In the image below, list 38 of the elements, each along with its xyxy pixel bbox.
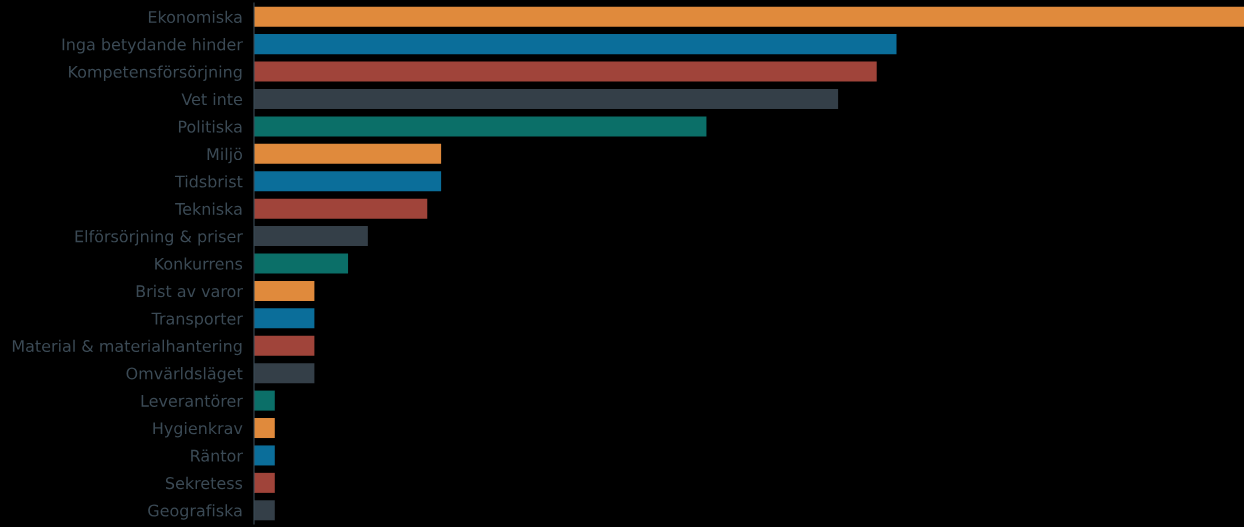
y-tick-label: Kompetensförsörjning: [69, 65, 242, 81]
y-tick-label: Elförsörjning & priser: [75, 230, 243, 246]
bar: [254, 363, 315, 384]
bar: [254, 390, 275, 411]
bar: [254, 88, 839, 109]
y-tick-label: Ekonomiska: [148, 10, 242, 24]
bar: [254, 280, 315, 301]
bar: [254, 500, 275, 521]
y-tick-label: Inga betydande hinder: [62, 38, 243, 54]
y-tick-label: Material & materialhantering: [12, 339, 242, 356]
y-tick-label: Miljö: [207, 147, 243, 164]
bar: [254, 472, 275, 493]
bar: [254, 6, 1244, 27]
y-tick-label: Räntor: [191, 449, 243, 462]
y-tick-label: Omvärldsläget: [126, 367, 243, 383]
y-tick-label: Tekniska: [175, 202, 242, 215]
y-tick-label: Politiska: [178, 120, 242, 133]
bar: [254, 445, 275, 466]
bar: [254, 198, 428, 219]
y-tick-label: Sekretess: [165, 476, 243, 490]
y-tick-label: Leverantörer: [141, 394, 243, 407]
y-tick-label: Brist av varor: [136, 284, 243, 298]
bar: [254, 226, 368, 247]
y-tick-label: Tidsbrist: [174, 175, 243, 188]
bar: [254, 116, 707, 137]
bar: [254, 34, 897, 55]
bar: [254, 308, 315, 329]
y-tick-label: Vet inte: [181, 92, 243, 106]
bar: [254, 143, 442, 164]
bar: [254, 418, 275, 439]
y-tick-label: Konkurrens: [155, 257, 243, 270]
y-tick-label: Geografiska: [148, 504, 242, 520]
y-tick-label: Hygienkrav: [153, 421, 243, 438]
bar: [254, 335, 315, 356]
y-tick-label: Transporter: [151, 312, 243, 328]
bar: [254, 253, 349, 274]
bar: [254, 61, 877, 82]
bar: [254, 171, 442, 192]
